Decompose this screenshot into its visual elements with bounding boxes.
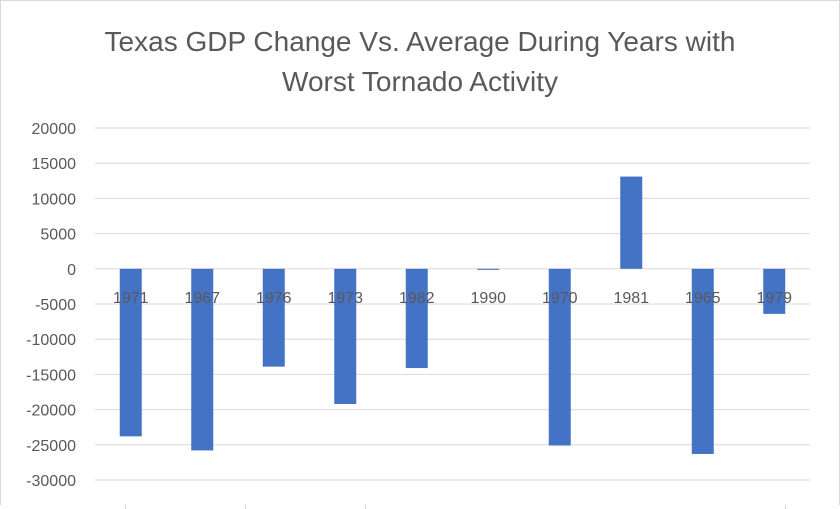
y-tick-label: -20000 [26, 403, 76, 420]
y-axis-ticks: 20000 15000 10000 5000 0 -5000 -10000 -15000 -20… [26, 121, 76, 490]
bar-1965 [691, 268, 714, 454]
category-label: 1976 [256, 290, 292, 307]
category-label: 1990 [470, 290, 506, 307]
category-label: 1979 [756, 290, 792, 307]
gridlines [95, 127, 810, 481]
y-tick-label: -25000 [26, 438, 76, 455]
strip-separator [245, 505, 246, 509]
y-tick-label: 0 [67, 262, 76, 279]
bar-1967 [191, 268, 214, 451]
category-label: 1970 [542, 290, 578, 307]
y-tick-label: 10000 [32, 191, 77, 208]
bar-1970 [548, 268, 571, 446]
strip-separator [125, 505, 126, 509]
y-tick-label: -30000 [26, 473, 76, 490]
bars [119, 176, 786, 454]
bar-1973 [334, 268, 357, 404]
bottom-strip [0, 505, 840, 509]
y-tick-label: -15000 [26, 367, 76, 384]
y-tick-label: 5000 [40, 227, 76, 244]
category-label: 1971 [113, 290, 149, 307]
category-labels: 1971 1967 1976 1973 1982 1990 1970 1981 1965 1979 [113, 290, 792, 307]
category-label: 1965 [685, 290, 721, 307]
category-label: 1982 [399, 290, 435, 307]
chart-title: Texas GDP Change Vs. Average During Year… [0, 22, 840, 102]
strip-separator [785, 505, 786, 509]
bar-1971 [119, 268, 142, 437]
category-label: 1967 [184, 290, 220, 307]
chart-title-line-1: Texas GDP Change Vs. Average During Year… [104, 26, 736, 57]
bar-1976 [262, 268, 285, 367]
y-tick-label: 20000 [32, 121, 77, 138]
category-label: 1973 [327, 290, 363, 307]
bar-1982 [405, 268, 428, 369]
bar-1981 [620, 176, 643, 269]
y-tick-label: -5000 [35, 297, 76, 314]
category-label: 1981 [613, 290, 649, 307]
y-tick-label: 15000 [32, 156, 77, 173]
chart-title-line-2: Worst Tornado Activity [282, 66, 558, 97]
bar-1979 [763, 268, 786, 314]
strip-separator [365, 505, 366, 509]
y-tick-label: -10000 [26, 332, 76, 349]
bar-1990 [477, 268, 500, 270]
